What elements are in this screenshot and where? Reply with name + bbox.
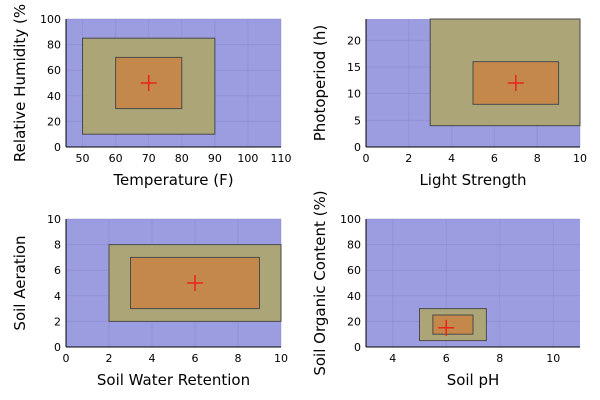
x-tick-label: 6	[192, 352, 199, 365]
chart-panel-2: 0 2 4 6 8 10 0 5 10 15 20 Light Strength Photoperiod…	[311, 18, 587, 189]
y-axis-label: Photoperiod (h)	[311, 25, 329, 142]
chart-panel-1: 50 60 70 80 90 100 110 0 20 40 60 80 100 Temperature …	[11, 4, 292, 189]
y-tick-label: 0	[354, 141, 361, 154]
y-tick-label: 0	[54, 141, 61, 154]
y-tick-label: 10	[347, 88, 361, 101]
y-tick-label: 100	[40, 13, 61, 26]
x-tick-label: 8	[534, 152, 541, 165]
x-axis-label: Light Strength	[419, 171, 526, 189]
y-tick-label: 15	[347, 61, 361, 74]
x-tick-label: 60	[109, 152, 123, 165]
optimum-marker	[507, 75, 524, 91]
y-tick-label: 40	[47, 90, 61, 103]
x-tick-label: 80	[175, 152, 189, 165]
x-tick-label: 100	[237, 152, 258, 165]
x-tick-label: 2	[106, 352, 113, 365]
x-tick-label: 10	[274, 352, 288, 365]
x-tick-label: 0	[363, 152, 370, 165]
y-tick-label: 6	[54, 264, 61, 277]
x-tick-label: 10	[573, 152, 587, 165]
x-tick-label: 6	[491, 152, 498, 165]
y-tick-label: 0	[354, 341, 361, 354]
optimal-range-box	[432, 314, 474, 335]
y-tick-label: 20	[347, 34, 361, 47]
x-axis-label: Temperature (F)	[112, 171, 233, 189]
y-tick-label: 80	[47, 39, 61, 52]
y-tick-label: 40	[347, 290, 361, 303]
x-tick-label: 110	[271, 152, 292, 165]
x-tick-label: 6	[443, 352, 450, 365]
y-axis-label: Soil Aeration	[11, 235, 29, 330]
x-tick-label: 90	[208, 152, 222, 165]
x-tick-label: 4	[149, 352, 156, 365]
x-tick-label: 8	[496, 352, 503, 365]
x-tick-label: 50	[76, 152, 90, 165]
x-axis-label: Soil Water Retention	[97, 371, 250, 389]
y-tick-label: 60	[347, 264, 361, 277]
y-tick-label: 0	[54, 341, 61, 354]
y-tick-label: 4	[54, 290, 61, 303]
x-tick-label: 70	[142, 152, 156, 165]
y-tick-label: 60	[47, 64, 61, 77]
x-tick-label: 4	[448, 152, 455, 165]
optimum-marker	[140, 75, 157, 91]
optimum-marker	[438, 319, 455, 336]
x-tick-label: 10	[546, 352, 560, 365]
x-axis-label: Soil pH	[447, 371, 500, 389]
x-tick-label: 2	[405, 152, 412, 165]
optimum-marker	[187, 275, 203, 291]
chart-panel-3: 0 2 4 6 8 10 0 2 4 6 8 10 Soil Water Retention Soil A…	[11, 213, 288, 389]
y-tick-label: 20	[347, 315, 361, 328]
y-tick-label: 80	[347, 239, 361, 252]
y-tick-label: 20	[47, 115, 61, 128]
x-tick-label: 8	[235, 352, 242, 365]
y-tick-label: 10	[47, 213, 61, 226]
y-tick-label: 2	[54, 315, 61, 328]
y-tick-label: 5	[354, 114, 361, 127]
y-tick-label: 8	[54, 239, 61, 252]
y-axis-label: Relative Humidity (%	[11, 4, 29, 162]
x-tick-label: 4	[389, 352, 396, 365]
y-tick-label: 100	[340, 213, 361, 226]
x-tick-label: 0	[63, 352, 70, 365]
y-axis-label: Soil Organic Content (%)	[311, 190, 329, 375]
